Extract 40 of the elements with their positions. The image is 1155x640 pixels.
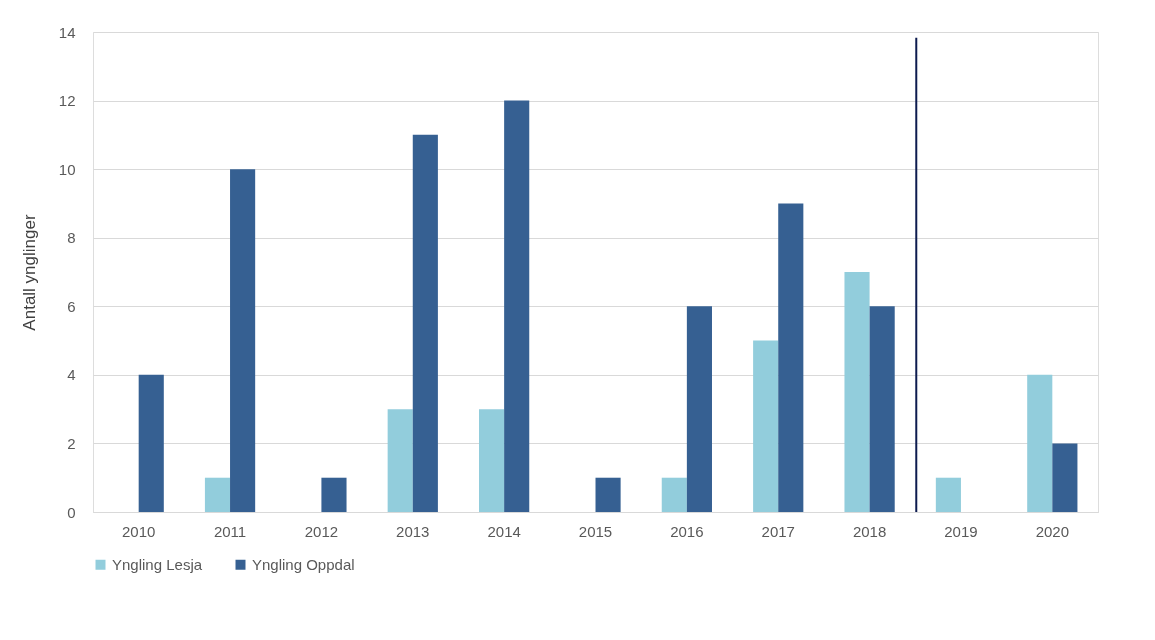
x-tick-label: 2020 [1035, 522, 1070, 540]
bar [844, 272, 870, 512]
bar [321, 477, 347, 512]
y-tick-label: 14 [58, 23, 76, 41]
bar [1052, 443, 1078, 512]
x-tick-label: 2010 [121, 522, 156, 540]
bar [504, 100, 530, 512]
bar [1027, 374, 1053, 512]
y-tick-label: 6 [67, 297, 76, 315]
y-tick-label: 10 [58, 160, 76, 178]
y-tick-label: 12 [58, 92, 76, 110]
x-tick-label: 2012 [304, 522, 339, 540]
y-tick-label: 2 [67, 434, 76, 452]
bar [935, 477, 961, 512]
x-tick-label: 2014 [487, 522, 521, 540]
x-tick-label: 2019 [944, 522, 978, 540]
y-tick-label: 8 [67, 229, 76, 247]
legend-label: Yngling Oppdal [252, 555, 355, 573]
bar [479, 409, 505, 512]
x-tick-label: 2017 [761, 522, 795, 540]
x-tick-label: 2016 [670, 522, 704, 540]
bar [753, 340, 779, 512]
bar [869, 306, 895, 512]
x-tick-label: 2011 [213, 522, 247, 540]
y-axis-title: Antall ynglinger [19, 214, 39, 331]
y-tick-label: 0 [67, 503, 76, 521]
legend-label: Yngling Lesja [112, 555, 203, 573]
bar [412, 134, 438, 512]
bar [204, 477, 231, 512]
bar [595, 477, 621, 512]
bar [686, 306, 712, 512]
y-tick-label: 4 [67, 366, 76, 384]
bar [661, 477, 687, 512]
x-tick-label: 2013 [396, 522, 430, 540]
x-tick-label: 2015 [578, 522, 613, 540]
bar [230, 169, 256, 512]
bar [138, 374, 164, 512]
bar [778, 203, 804, 512]
bar [387, 409, 413, 512]
x-tick-label: 2018 [852, 522, 887, 540]
